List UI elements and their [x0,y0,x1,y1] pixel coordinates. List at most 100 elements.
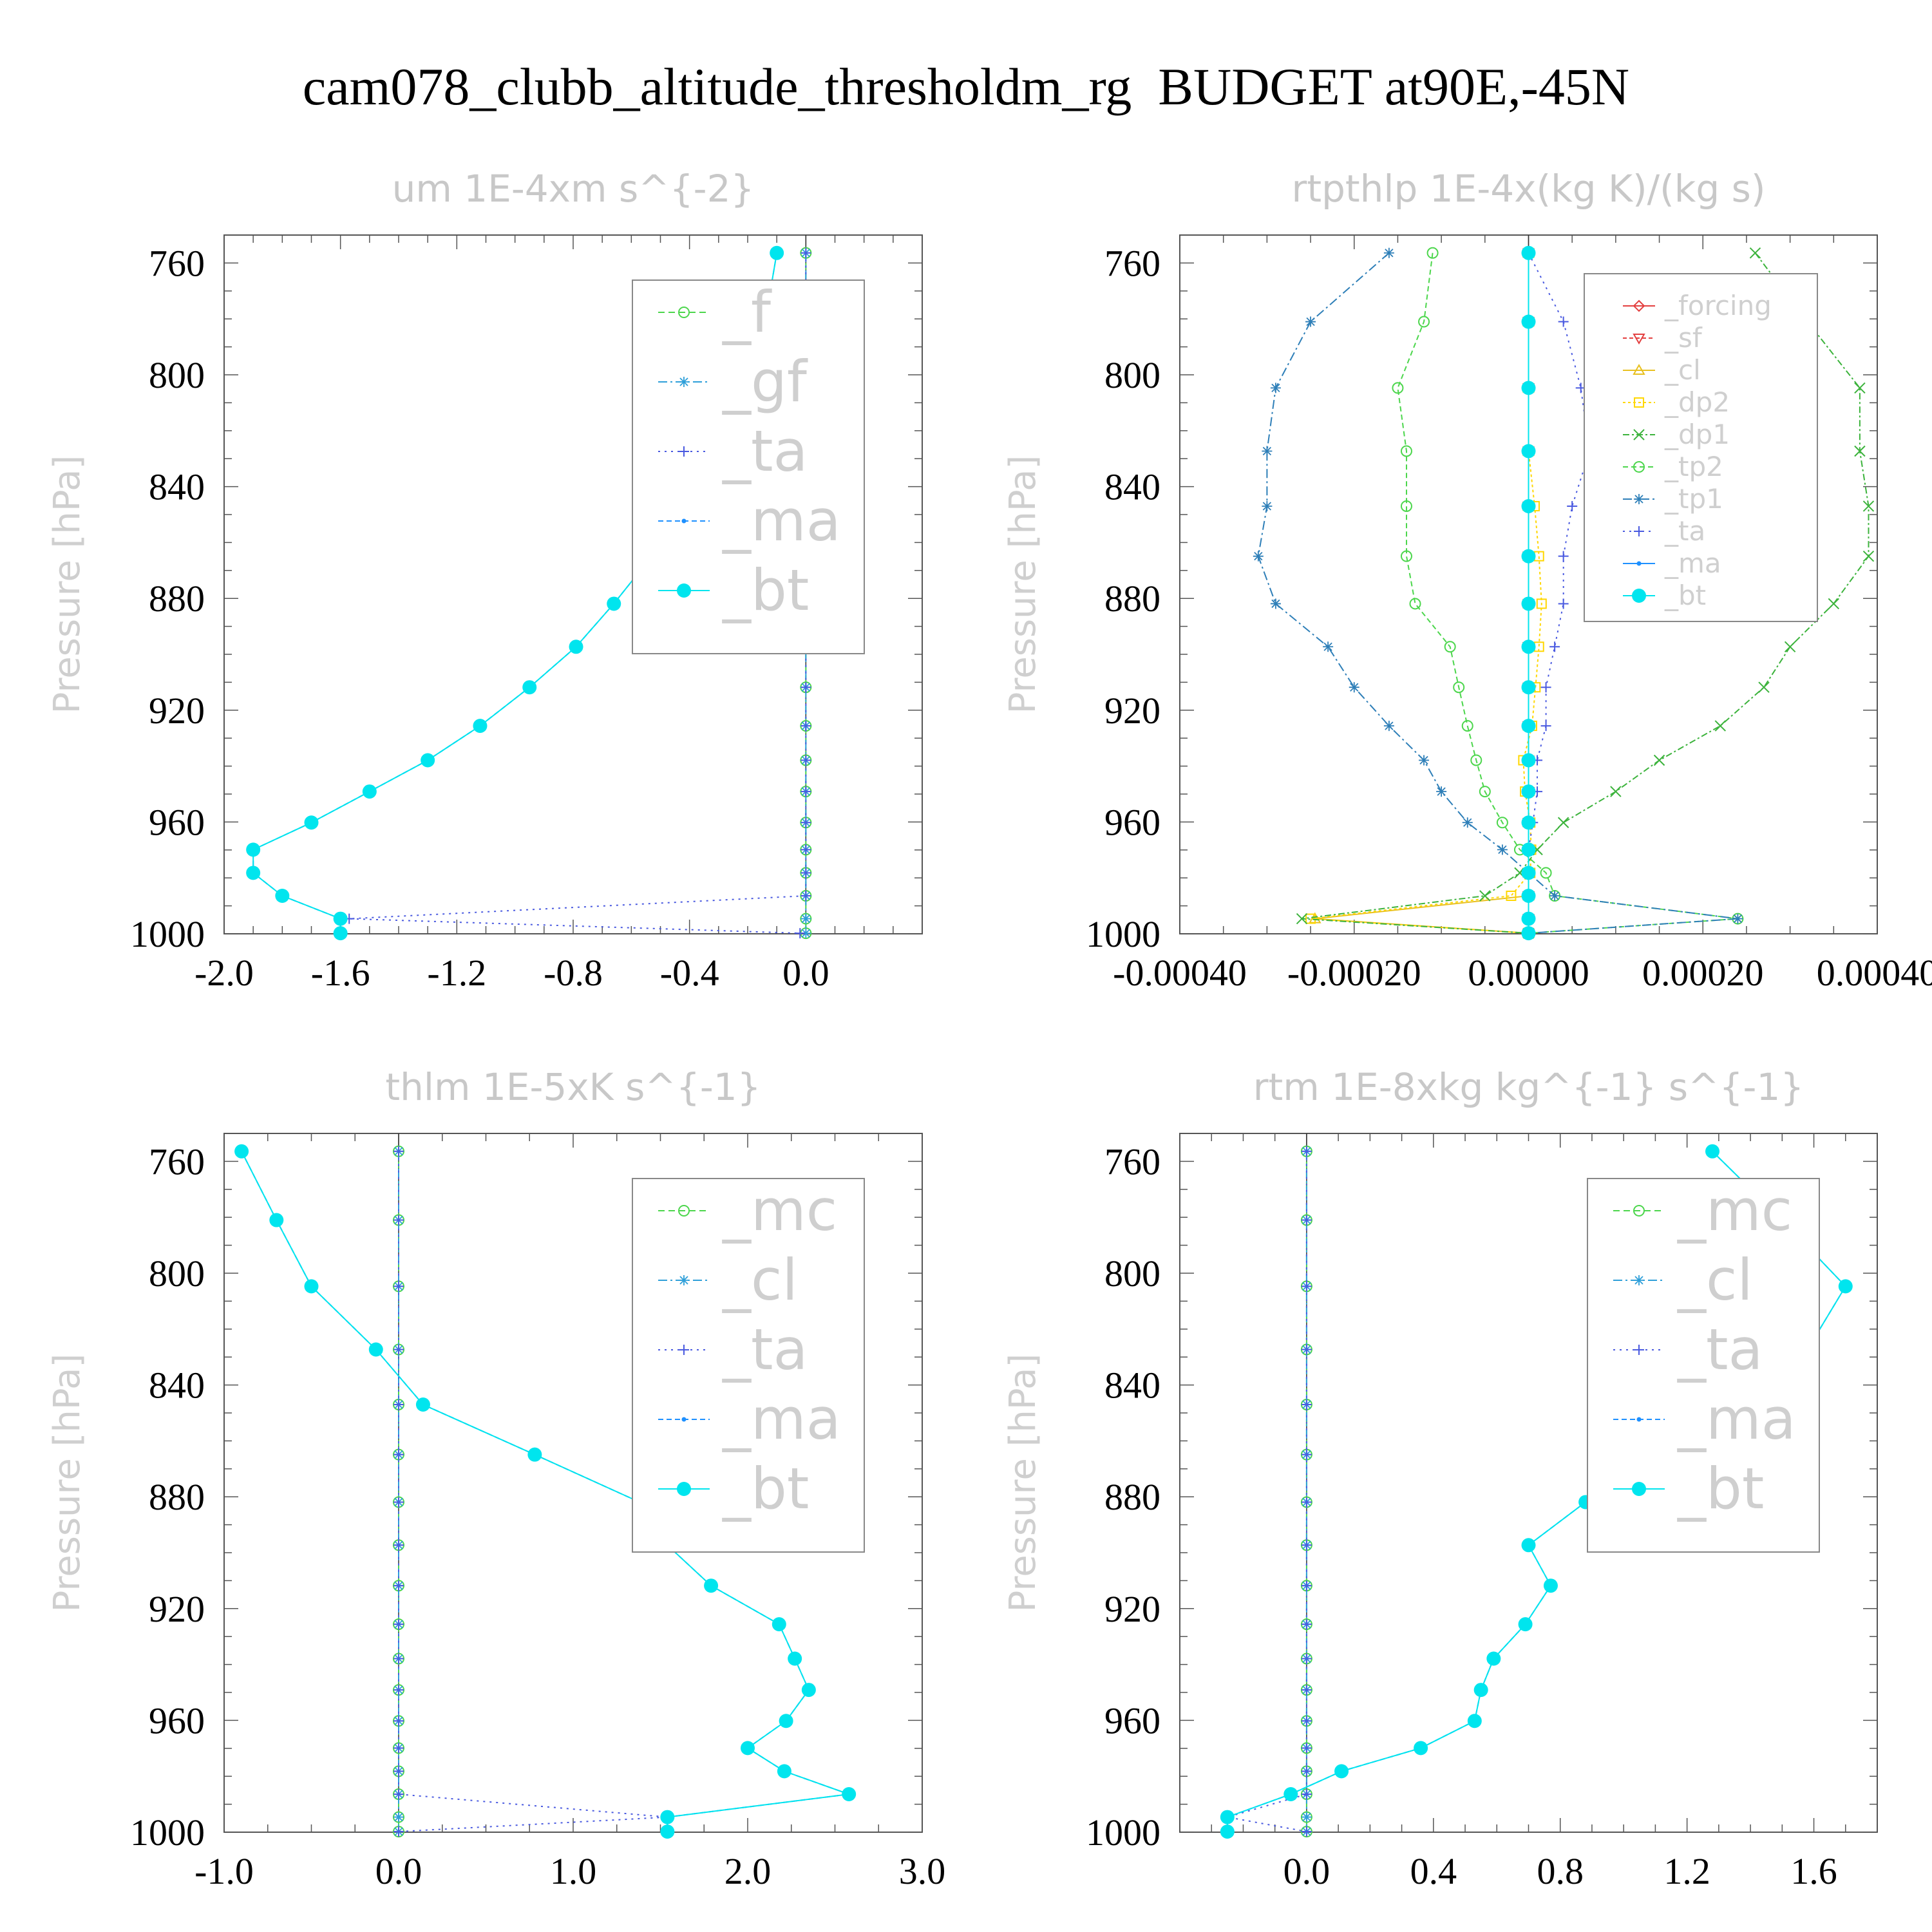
x-tick-label: 1.6 [1790,1850,1837,1892]
data-point [1714,720,1727,732]
y-tick-label: 920 [1104,1588,1160,1630]
data-point [1521,639,1536,654]
data-point [1557,817,1569,828]
legend-marker [679,1345,689,1355]
data-point [304,815,319,830]
legend-marker [677,583,691,598]
data-point [800,721,811,732]
data-point [1426,247,1439,259]
data-point [1301,1743,1312,1754]
data-point [1567,500,1578,511]
y-tick-label: 880 [149,578,205,620]
series-line [1310,252,1542,934]
data-point [393,1812,404,1823]
data-point [1305,316,1316,327]
legend-label: _mc [722,1177,837,1244]
data-point [1400,445,1412,457]
data-point [704,1578,719,1593]
legend-marker [677,1482,691,1496]
legend-label: _cl [1677,1247,1753,1313]
legend-label: _dp2 [1664,386,1730,418]
data-point [1453,681,1465,694]
data-point [1521,926,1536,941]
data-point [1383,721,1394,732]
legend: _mc_cl_ta_ma_bt [632,1177,865,1553]
data-point [1400,550,1412,562]
legend-marker [1636,561,1642,566]
legend: _mc_cl_ta_ma_bt [1587,1177,1820,1553]
data-point [1521,784,1536,799]
data-point [1784,641,1796,652]
data-point [1854,382,1866,394]
data-point [660,1824,675,1839]
y-tick-label: 960 [1104,801,1160,843]
legend-label: _ma [1664,547,1721,579]
data-point [1301,1580,1312,1591]
data-point [1467,1714,1482,1728]
legend-marker [1633,363,1645,375]
data-point [393,1281,404,1292]
y-tick-label: 800 [149,354,205,396]
data-point [1521,842,1536,857]
series-ta [393,1146,673,1837]
series-line [398,1151,668,1833]
data-point [1301,1540,1312,1551]
data-point [1536,598,1547,609]
data-point [800,682,811,693]
legend-marker [1633,299,1645,312]
data-point [1462,817,1473,828]
data-point [275,888,290,903]
data-point [800,890,811,901]
data-point [1444,641,1456,653]
data-point [779,1714,793,1728]
data-point [333,926,348,941]
data-point [415,1397,430,1412]
data-point [1486,1651,1501,1666]
series-line [1314,252,1530,934]
data-point [800,755,811,766]
legend-label: _ta [1664,515,1705,547]
data-point [1610,786,1622,797]
legend-label: _ta [722,418,808,484]
data-point [1262,446,1273,457]
data-point [1392,382,1404,394]
series-ta [1222,1146,1312,1837]
data-point [1497,844,1508,855]
legend-label: _ta [1677,1316,1763,1383]
data-point [1521,815,1536,830]
data-point [393,1743,404,1754]
legend: _f_gf_ta_ma_bt [632,279,865,654]
data-point [473,719,488,734]
legend-label: _sf [1664,322,1703,354]
data-point [1414,1741,1428,1756]
data-point [1521,753,1536,768]
data-point [304,1279,319,1294]
data-point [788,1651,802,1666]
series-line [1528,252,1591,934]
y-tick-label: 1000 [1086,913,1160,955]
data-point [1558,316,1569,327]
data-point [1436,786,1447,797]
data-point [607,596,621,611]
legend-label: _dp1 [1664,419,1730,450]
data-point [1409,598,1421,610]
data-point [1301,1685,1312,1696]
data-point [800,247,811,258]
y-axis-label: Pressure [hPa] [1002,1354,1044,1613]
y-tick-label: 920 [1104,690,1160,732]
data-point [1521,719,1536,734]
data-point [1521,498,1536,513]
data-point [1732,913,1743,924]
x-tick-label: -0.4 [660,952,719,994]
data-point [800,786,811,797]
legend-marker [1634,526,1644,536]
y-tick-label: 880 [1104,1476,1160,1518]
data-point [1549,641,1560,652]
data-point [393,1215,404,1226]
data-point [1540,682,1551,693]
series-line [241,1151,849,1832]
x-tick-label: 2.0 [724,1850,772,1892]
y-tick-label: 760 [149,242,205,284]
data-point [393,1497,404,1508]
y-tick-label: 800 [1104,1253,1160,1294]
